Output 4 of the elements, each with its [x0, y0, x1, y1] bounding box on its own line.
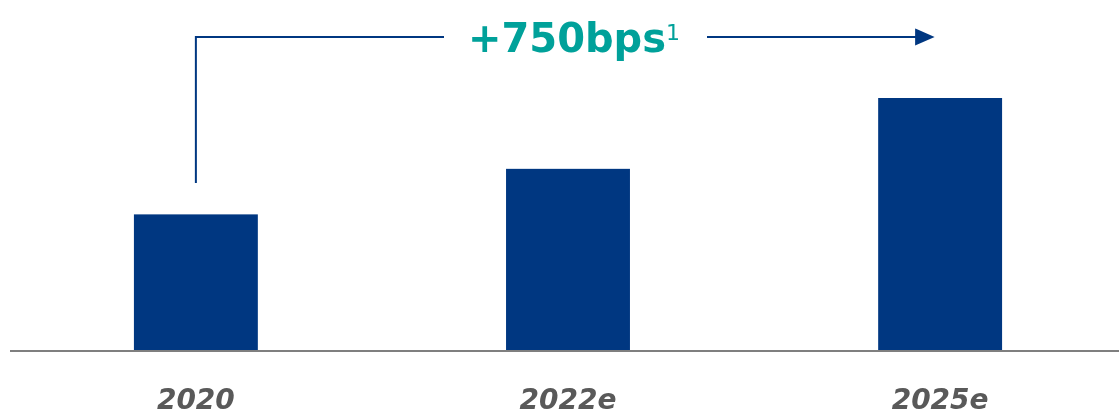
x-tick-label: 2020	[156, 383, 235, 412]
x-tick-label: 2022e	[519, 383, 617, 412]
text: +750bps$^{1}$	[467, 15, 681, 61]
x-tick-label: 2025e	[891, 383, 989, 412]
